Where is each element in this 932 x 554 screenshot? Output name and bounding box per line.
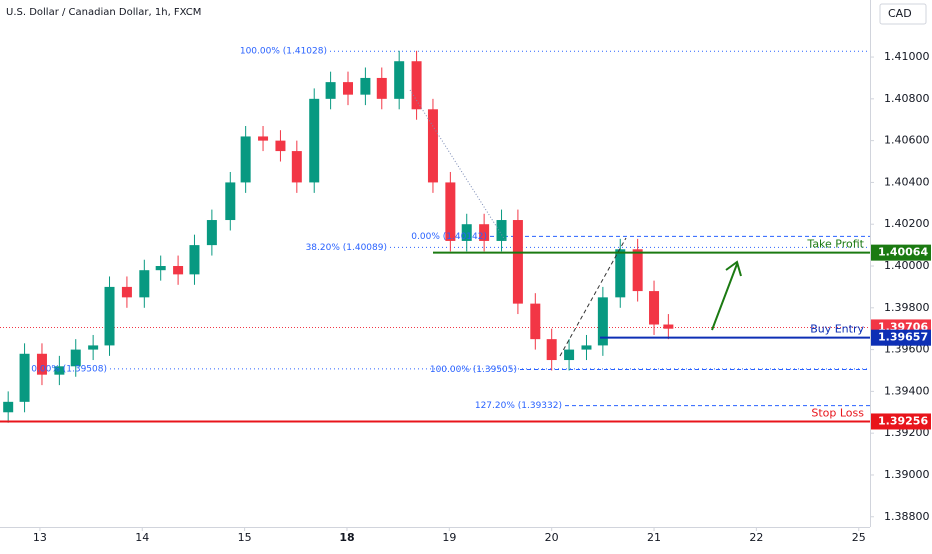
candle-body (139, 270, 150, 298)
price-badge (871, 329, 931, 346)
candle-body (615, 249, 626, 298)
x-tick-label: 22 (749, 531, 763, 544)
y-tick-label: 1.40800 (884, 92, 930, 105)
price-badge-label: 1.39256 (878, 414, 928, 427)
x-tick-label: 25 (852, 531, 866, 544)
fib-label: 0.00% (1.39508) (31, 364, 107, 374)
fib-trend-line (409, 89, 506, 241)
candle-body (376, 77, 387, 99)
candle-body (54, 366, 65, 375)
candle-body (225, 182, 236, 221)
candle-body (394, 61, 405, 99)
x-tick-label: 19 (442, 531, 456, 544)
candle-body (291, 151, 302, 183)
fib-label: 38.20% (1.40089) (306, 243, 387, 253)
x-tick-label: 20 (545, 531, 559, 544)
y-tick-label: 1.38800 (884, 510, 930, 523)
y-tick-label: 1.40200 (884, 217, 930, 230)
arrow-up (711, 260, 742, 331)
candle-body (427, 109, 438, 183)
x-tick-label: 15 (238, 531, 252, 544)
candle-body (564, 349, 575, 361)
y-tick-label: 1.39400 (884, 384, 930, 397)
candle-body (36, 353, 47, 375)
x-tick-label: 21 (647, 531, 661, 544)
y-tick-label: 1.40600 (884, 134, 930, 147)
candle-body (3, 401, 14, 413)
fib-label: 127.20% (1.39332) (475, 401, 562, 411)
x-tick-label: 14 (135, 531, 149, 544)
price-badge-label: 1.39657 (878, 331, 928, 344)
currency-box[interactable] (879, 3, 927, 25)
candle-body (360, 77, 371, 95)
candle-body (581, 345, 592, 350)
candle-body (325, 82, 336, 99)
y-tick-label: 1.41000 (884, 50, 930, 63)
candle-body (445, 182, 456, 241)
candle-body (240, 136, 251, 183)
price-badge (871, 244, 931, 261)
candle-body (104, 286, 115, 346)
y-tick-label: 1.40000 (884, 259, 930, 272)
x-tick-label: 18 (339, 531, 354, 544)
fib-trend-line (559, 237, 627, 357)
fib-label: 0.00% (1.40142) (411, 232, 487, 242)
candle-body (530, 303, 541, 340)
candle-body (88, 345, 99, 350)
candle-body (173, 266, 184, 275)
candle-body (546, 339, 557, 361)
candle-body (19, 353, 30, 402)
y-tick-label: 1.39600 (884, 343, 930, 356)
candle-body (275, 140, 286, 152)
candle-body (663, 324, 674, 329)
currency: CAD (888, 7, 912, 20)
candle-body (632, 249, 643, 292)
level-label: Stop Loss (811, 406, 864, 419)
candle-body (461, 224, 472, 241)
x-tick-label: 13 (33, 531, 47, 544)
candle-body (597, 297, 608, 346)
candle-body (309, 98, 320, 183)
candle-body (258, 136, 269, 141)
fib-label: 100.00% (1.39505) (430, 365, 517, 375)
candle-body (70, 349, 81, 367)
y-tick-label: 1.40400 (884, 175, 930, 188)
plot (0, 50, 870, 423)
candle-body (189, 245, 200, 275)
chart-title: U.S. Dollar / Canadian Dollar, 1h, FXCM (6, 7, 201, 18)
y-tick-label: 1.39800 (884, 301, 930, 314)
candle-body (155, 266, 166, 271)
candle-body (496, 220, 507, 241)
y-tick-label: 1.39000 (884, 468, 930, 481)
candle-body (343, 82, 353, 95)
level-label: Take Profit (806, 238, 864, 251)
price-badge-label: 1.40064 (878, 246, 928, 259)
candle-body (479, 224, 490, 241)
candle-body (649, 291, 660, 325)
candle-body (411, 61, 422, 110)
candle-body (512, 220, 523, 304)
candle-body (121, 286, 132, 298)
candle-body (206, 220, 217, 246)
price-badge (871, 413, 931, 430)
fib-label: 100.00% (1.41028) (240, 47, 327, 57)
level-label: Buy Entry (810, 323, 864, 336)
